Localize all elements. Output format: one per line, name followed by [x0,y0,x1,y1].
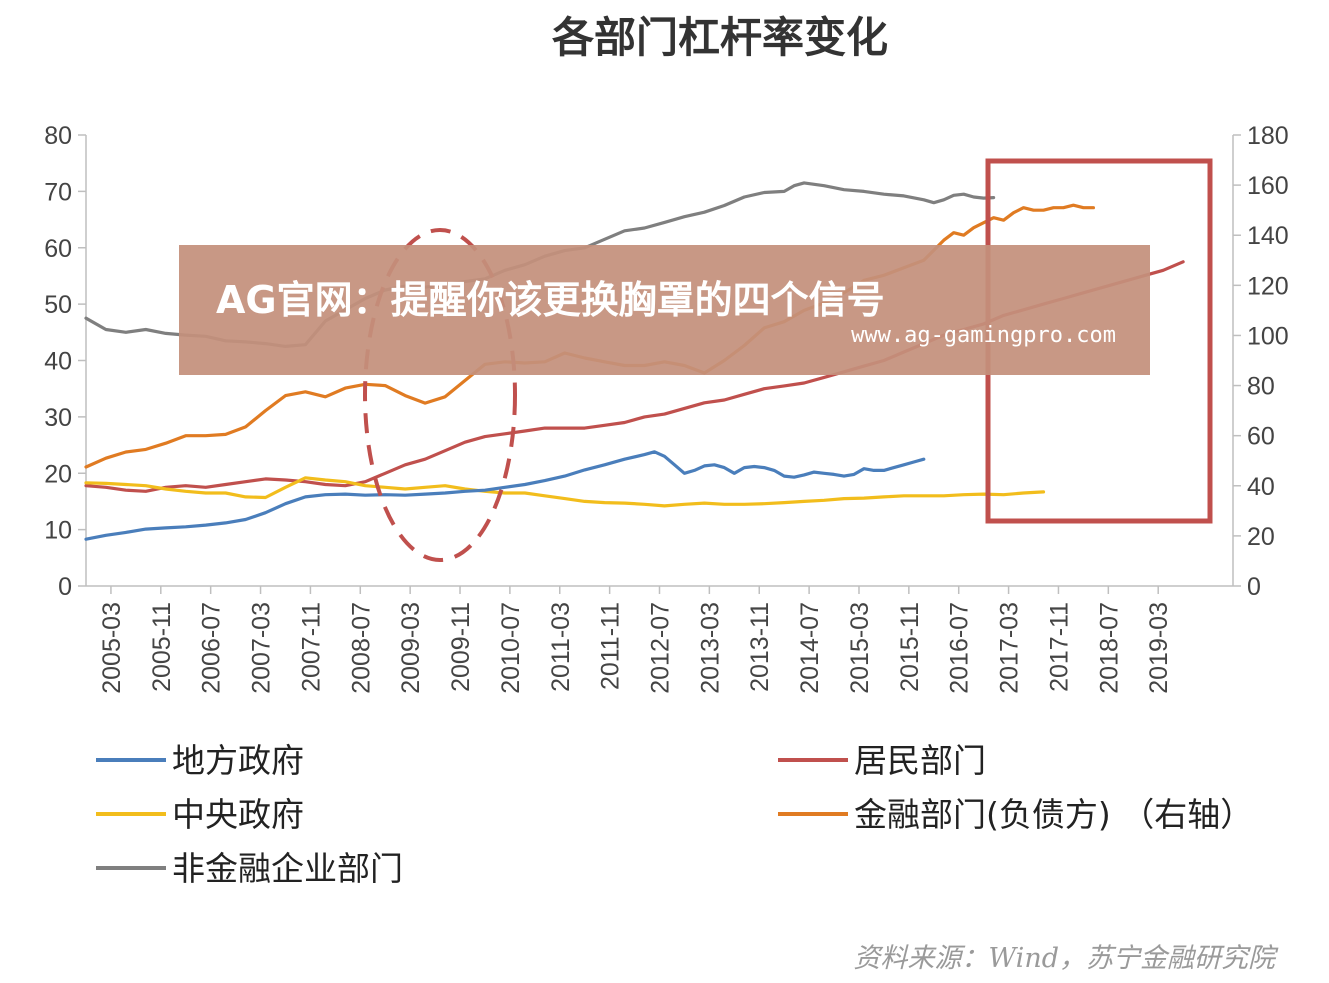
x-tick-label: 2011-11 [597,602,625,690]
x-tick-label: 2015-11 [896,602,924,692]
series-line-1 [84,450,926,541]
series-line-2 [84,476,1046,508]
x-tick-label: 2019-03 [1145,602,1173,694]
legend-item-local-gov: 地方政府 [96,741,304,780]
plot-area: 0 10 20 30 40 50 60 70 80 0 20 40 60 80 100 120 140 160 1… [44,122,1289,694]
x-tick-label: 2010-07 [497,602,525,694]
x-tick-label: 2012-07 [647,602,675,694]
x-tick-label: 2013-11 [746,602,774,692]
x-tick-label: 2014-07 [796,602,824,694]
x-tick-label: 2013-03 [696,602,724,694]
right-tick-label: 180 [1247,122,1289,150]
legend-label-central-gov: 中央政府 [172,795,304,834]
watermark-banner-background [179,245,1150,375]
left-tick-label: 70 [44,178,72,206]
legend-label-financial: 金融部门(负债方) （右轴） [854,795,1253,834]
right-tick-label: 160 [1247,172,1289,200]
x-tick-label: 2005-11 [148,602,176,692]
left-tick-label: 60 [44,235,72,263]
x-tick-label: 2015-03 [846,602,874,694]
x-tick-label: 2009-11 [447,602,475,692]
x-tick-label: 2007-03 [248,602,276,694]
dashed-highlight-ellipse [363,228,517,562]
right-tick-label: 40 [1247,473,1275,501]
x-tick-label: 2008-07 [347,602,375,694]
left-axis-ticks: 0 10 20 30 40 50 60 70 80 [44,122,86,601]
left-tick-label: 30 [44,404,72,432]
left-tick-label: 0 [58,573,72,601]
watermark-url[interactable]: www.ag-gamingpro.com [851,323,1116,348]
x-tick-label: 2017-11 [1045,602,1073,692]
legend-item-central-gov: 中央政府 [96,795,304,834]
x-tick-label: 2007-11 [297,602,325,692]
right-tick-label: 120 [1247,272,1289,300]
left-tick-label: 20 [44,460,72,488]
watermark-banner[interactable]: AG官网：提醒你该更换胸罩的四个信号 www.ag-gamingpro.com [179,245,1150,375]
legend-label-corporate: 非金融企业部门 [172,849,403,888]
chart-title: 各部门杠杆率变化 [552,13,888,62]
legend-item-financial: 金融部门(负债方) （右轴） [778,795,1253,834]
x-tick-label: 2016-07 [946,602,974,694]
left-tick-label: 80 [44,122,72,150]
right-tick-label: 0 [1247,573,1261,601]
x-tick-label: 2018-07 [1095,602,1123,694]
x-axis-ticks: 2005-03 2005-11 2006-07 2007-03 2007-11 2008-… [98,586,1173,694]
legend-label-local-gov: 地方政府 [172,741,304,780]
legend-item-household: 居民部门 [778,741,986,780]
x-tick-label: 2009-03 [397,602,425,694]
left-tick-label: 40 [44,348,72,376]
right-tick-label: 60 [1247,423,1275,451]
watermark-title: AG官网：提醒你该更换胸罩的四个信号 [216,278,885,322]
source-note: 资料来源：Wind，苏宁金融研究院 [853,943,1279,974]
x-tick-label: 2017-03 [996,602,1024,694]
right-tick-label: 20 [1247,523,1275,551]
right-tick-label: 80 [1247,373,1275,401]
left-tick-label: 10 [44,517,72,545]
x-tick-label: 2011-03 [547,602,575,692]
right-axis-ticks: 0 20 40 60 80 100 120 140 160 180 [1233,122,1289,601]
left-tick-label: 50 [44,291,72,319]
legend: 地方政府 居民部门 中央政府 金融部门(负债方) （右轴） 非金融企业部门 [96,741,1253,888]
x-tick-label: 2005-03 [98,602,126,694]
legend-item-corporate: 非金融企业部门 [96,849,403,888]
right-tick-label: 140 [1247,222,1289,250]
right-tick-label: 100 [1247,322,1289,350]
legend-label-household: 居民部门 [854,741,986,780]
x-tick-label: 2006-07 [198,602,226,694]
